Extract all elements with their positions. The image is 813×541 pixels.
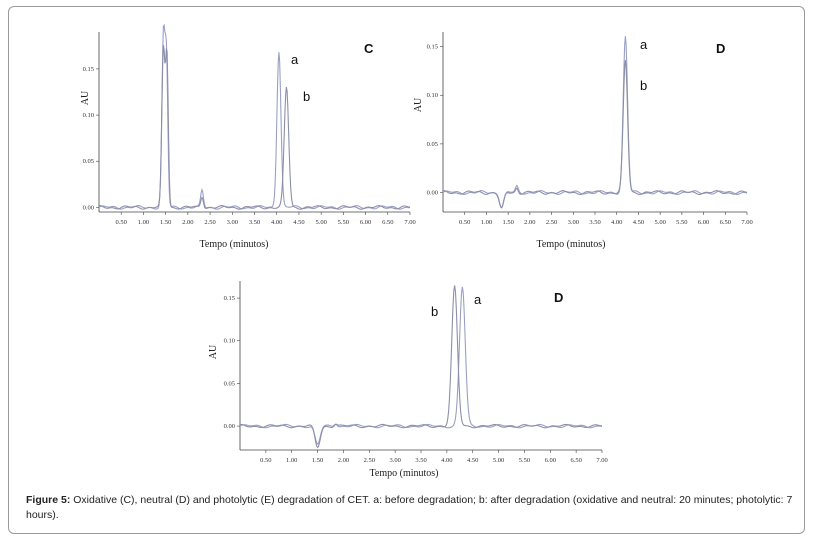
y-tick-label: 0.15	[83, 66, 94, 73]
x-ticks: 0.50 1.00 1.50 2.00 2.50 3.00 3.50 4.00 4.50 5.00…	[260, 450, 608, 464]
x-tick-label: 2.50	[546, 219, 557, 226]
x-tick-label: 2.00	[338, 457, 349, 464]
series-a-line	[239, 286, 603, 445]
y-tick-label: 0.15	[427, 44, 438, 51]
x-tick-label: 2.00	[182, 219, 193, 226]
x-tick-label: 1.50	[312, 457, 323, 464]
x-tick-label: 3.50	[249, 219, 260, 226]
y-tick-label: 0.00	[83, 204, 94, 211]
y-axis-label: AU	[80, 90, 91, 105]
x-tick-label: 3.00	[568, 219, 579, 226]
peak-label-b: b	[640, 78, 647, 93]
y-tick-label: 0.05	[83, 158, 94, 165]
x-tick-label: 4.50	[293, 219, 304, 226]
x-tick-label: 4.50	[633, 219, 644, 226]
x-tick-label: 5.50	[519, 457, 530, 464]
x-ticks: 0.50 1.00 1.50 2.00 2.50 3.00 3.50 4.00 4.50 5.00…	[116, 212, 416, 226]
x-tick-label: 5.50	[676, 219, 687, 226]
series-b-line	[442, 60, 748, 209]
x-tick-label: 1.00	[138, 219, 149, 226]
x-axis-label: Tempo (minutos)	[199, 239, 268, 250]
x-tick-label: 0.50	[116, 219, 127, 226]
series-b-line	[239, 285, 603, 449]
y-tick-label: 0.10	[427, 92, 438, 99]
x-tick-label: 3.00	[389, 457, 400, 464]
x-tick-label: 2.50	[204, 219, 215, 226]
y-tick-label: 0.05	[427, 141, 438, 148]
x-tick-label: 6.50	[382, 219, 393, 226]
x-tick-label: 5.50	[338, 219, 349, 226]
figure-caption: Figure 5: Oxidative (C), neutral (D) and…	[26, 493, 798, 523]
caption-text: Oxidative (C), neutral (D) and photolyti…	[26, 494, 793, 521]
x-tick-label: 4.00	[441, 457, 452, 464]
panel-label: D	[554, 290, 563, 305]
caption-label: Figure 5:	[26, 494, 71, 506]
x-tick-label: 2.50	[364, 457, 375, 464]
peak-label-b: b	[431, 304, 438, 319]
y-tick-label: 0.10	[224, 338, 235, 345]
x-tick-label: 1.50	[160, 219, 171, 226]
y-ticks: 0.00 0.05 0.10 0.15	[427, 44, 443, 197]
chart-panel-oxidative: 0.50 1.00 1.50 2.00 2.50 3.00 3.50 4.00 4.50 5.00…	[80, 23, 416, 250]
x-tick-label: 3.50	[589, 219, 600, 226]
panel-label: C	[364, 41, 374, 56]
y-axis-label: AU	[413, 97, 424, 112]
x-tick-label: 1.00	[286, 457, 297, 464]
y-tick-label: 0.10	[83, 112, 94, 119]
y-tick-label: 0.05	[224, 380, 235, 387]
peak-label-a: a	[640, 37, 648, 52]
x-tick-label: 6.00	[698, 219, 709, 226]
panel-label: D	[716, 41, 725, 56]
peak-label-b: b	[303, 89, 310, 104]
series-a-line	[442, 36, 748, 209]
x-tick-label: 1.50	[502, 219, 513, 226]
x-tick-label: 2.00	[524, 219, 535, 226]
x-tick-label: 4.00	[271, 219, 282, 226]
figure-frame	[8, 6, 805, 534]
x-tick-label: 1.00	[481, 219, 492, 226]
x-tick-label: 4.00	[611, 219, 622, 226]
x-tick-label: 6.50	[570, 457, 581, 464]
y-tick-label: 0.15	[224, 295, 235, 302]
y-ticks: 0.00 0.05 0.10 0.15	[224, 295, 240, 430]
peak-label-a: a	[291, 52, 299, 67]
x-tick-label: 4.50	[467, 457, 478, 464]
x-tick-label: 5.00	[654, 219, 665, 226]
x-tick-label: 7.00	[404, 219, 415, 226]
x-tick-label: 6.00	[360, 219, 371, 226]
chart-panel-neutral: 0.50 1.00 1.50 2.00 2.50 3.00 3.50 4.00 4.50 5.00…	[413, 32, 753, 250]
x-tick-label: 5.00	[493, 457, 504, 464]
y-tick-label: 0.00	[427, 190, 438, 197]
x-tick-label: 5.00	[315, 219, 326, 226]
chart-panel-photolytic: 0.50 1.00 1.50 2.00 2.50 3.00 3.50 4.00 4.50 5.00…	[208, 281, 608, 479]
x-tick-label: 6.50	[720, 219, 731, 226]
x-tick-label: 3.00	[227, 219, 238, 226]
peak-label-a: a	[474, 292, 482, 307]
y-axis-label: AU	[208, 344, 219, 359]
x-tick-label: 7.00	[741, 219, 752, 226]
x-ticks: 0.50 1.00 1.50 2.00 2.50 3.00 3.50 4.00 4.50 5.00…	[459, 212, 753, 226]
series-b-line	[98, 45, 411, 210]
x-tick-label: 0.50	[459, 219, 470, 226]
x-axis-label: Tempo (minutos)	[369, 468, 438, 479]
x-tick-label: 0.50	[260, 457, 271, 464]
y-ticks: 0.00 0.05 0.10 0.15	[83, 66, 99, 211]
x-tick-label: 7.00	[596, 457, 607, 464]
x-tick-label: 3.50	[415, 457, 426, 464]
y-tick-label: 0.00	[224, 423, 235, 430]
x-axis-label: Tempo (minutos)	[536, 239, 605, 250]
x-tick-label: 6.00	[545, 457, 556, 464]
